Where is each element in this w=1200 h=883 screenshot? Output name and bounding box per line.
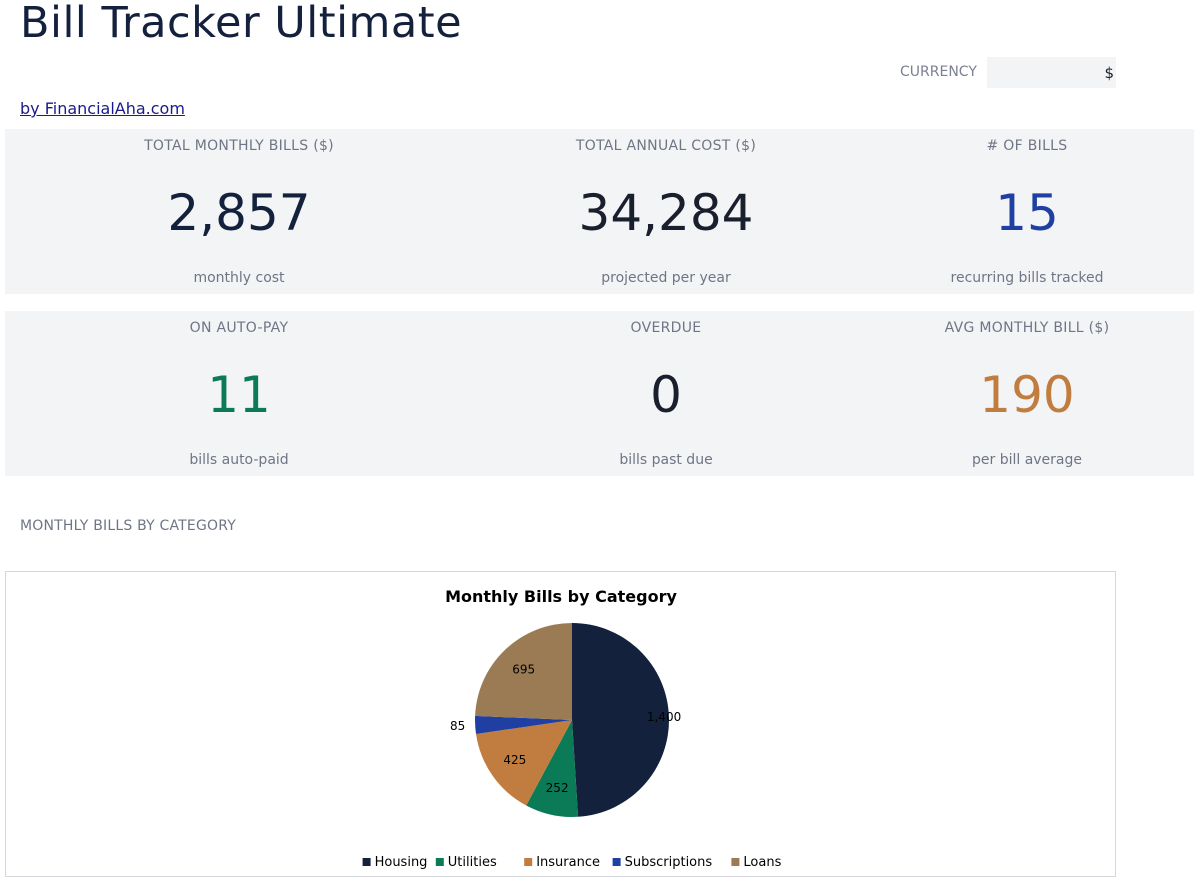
pie-data-label: 85: [450, 719, 465, 733]
kpi-auto-pay: ON AUTO-PAY 11 bills auto-paid: [5, 311, 473, 476]
chart-title: Monthly Bills by Category: [445, 587, 677, 606]
currency-input[interactable]: [987, 57, 1116, 88]
page-title: Bill Tracker Ultimate: [20, 0, 463, 48]
category-pie-chart[interactable]: Monthly Bills by Category 1,400 252 425 85 6…: [5, 571, 1116, 877]
kpi-total-monthly: TOTAL MONTHLY BILLS ($) 2,857 monthly co…: [5, 129, 473, 294]
section-label: MONTHLY BILLS BY CATEGORY: [20, 518, 237, 534]
kpi-subtext: monthly cost: [193, 270, 285, 286]
kpi-num-bills: # OF BILLS 15 recurring bills tracked: [827, 129, 1200, 294]
legend-label[interactable]: Subscriptions: [625, 855, 713, 870]
pie-chart-svg: Monthly Bills by Category 1,400 252 425 85 6…: [362, 587, 782, 870]
legend-label[interactable]: Utilities: [448, 855, 497, 870]
legend-label[interactable]: Loans: [743, 855, 781, 870]
kpi-value: 15: [995, 184, 1059, 242]
kpi-value: 11: [207, 366, 271, 424]
kpi-value: 34,284: [578, 184, 754, 242]
legend-swatch: [362, 858, 371, 866]
kpi-subtext: per bill average: [971, 452, 1083, 468]
pie-slice-subscriptions[interactable]: [475, 715, 572, 734]
pie-data-label: 695: [512, 663, 535, 677]
kpi-label: OVERDUE: [630, 320, 702, 336]
pie-slice-insurance[interactable]: [476, 720, 572, 806]
kpi-subtext: recurring bills tracked: [950, 270, 1104, 286]
legend-label[interactable]: Housing: [375, 855, 428, 870]
kpi-label: AVG MONTHLY BILL ($): [944, 320, 1110, 336]
legend-swatch: [524, 858, 533, 866]
kpi-label: # OF BILLS: [986, 138, 1068, 154]
kpi-avg-bill: AVG MONTHLY BILL ($) 190 per bill averag…: [827, 311, 1200, 476]
kpi-label: ON AUTO-PAY: [189, 320, 289, 336]
pie-slice-housing[interactable]: [572, 623, 669, 817]
kpi-row-1: TOTAL MONTHLY BILLS ($) 2,857 monthly co…: [5, 129, 1194, 294]
kpi-label: TOTAL MONTHLY BILLS ($): [144, 138, 334, 154]
kpi-subtext: bills auto-paid: [189, 452, 289, 468]
kpi-subtext: bills past due: [619, 452, 713, 468]
pie-slice-utilities[interactable]: [526, 720, 579, 817]
kpi-value: 0: [650, 366, 682, 424]
kpi-subtext: projected per year: [601, 270, 731, 286]
legend-swatch: [612, 858, 621, 866]
kpi-value: 190: [979, 366, 1075, 424]
legend-swatch: [435, 858, 444, 866]
kpi-label: TOTAL ANNUAL COST ($): [575, 138, 757, 154]
byline-link[interactable]: by FinancialAha.com: [20, 99, 185, 118]
legend-label[interactable]: Insurance: [536, 855, 600, 870]
pie-slice-loans[interactable]: [475, 623, 572, 720]
kpi-total-annual: TOTAL ANNUAL COST ($) 34,284 projected p…: [452, 129, 880, 294]
pie-data-label: 1,400: [647, 710, 681, 724]
currency-label: CURRENCY: [900, 64, 977, 80]
pie-data-label: 252: [546, 781, 569, 795]
kpi-row-2: ON AUTO-PAY 11 bills auto-paid OVERDUE 0…: [5, 311, 1194, 476]
pie-data-label: 425: [503, 753, 526, 767]
kpi-overdue: OVERDUE 0 bills past due: [452, 311, 880, 476]
kpi-value: 2,857: [167, 184, 311, 242]
legend-swatch: [731, 858, 740, 866]
